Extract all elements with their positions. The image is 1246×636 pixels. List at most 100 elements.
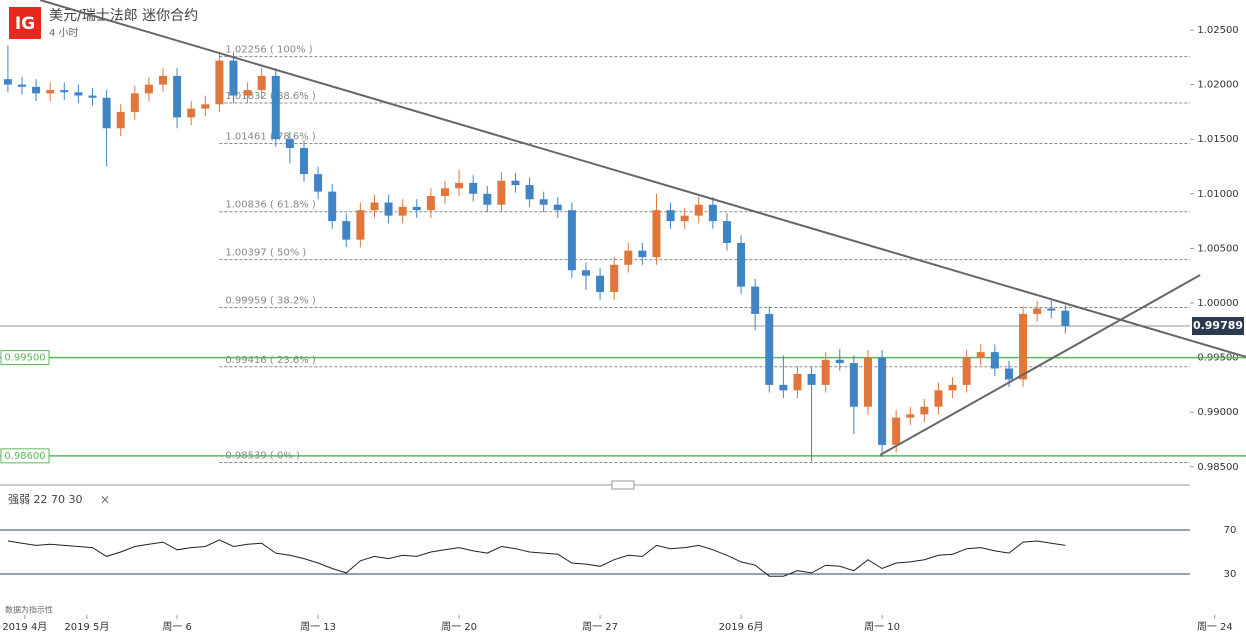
fib-label: 1.01832 ( 88.6% )	[225, 91, 316, 102]
candle-body	[102, 97, 111, 129]
panel-handle[interactable]	[611, 480, 635, 490]
candle-body	[215, 60, 224, 105]
candle-body	[793, 373, 802, 391]
candle-body	[511, 180, 520, 186]
level-box	[0, 448, 50, 464]
candle-body	[130, 93, 139, 112]
candle-body	[229, 60, 238, 96]
candle-body	[483, 193, 492, 205]
x-tick-label: 2019 4月	[2, 621, 47, 633]
candle-body	[652, 210, 661, 258]
candle-body	[342, 221, 351, 240]
fib-label: 0.99959 ( 38.2% )	[225, 295, 316, 306]
candle-body	[469, 182, 478, 194]
x-tick-label: 周一 13	[300, 621, 336, 633]
candle-body	[1047, 308, 1056, 311]
x-tick-label: 周一 6	[162, 621, 192, 633]
candle-body	[765, 313, 774, 385]
candle-body	[144, 84, 153, 94]
candle-body	[849, 363, 858, 407]
logo: IG	[15, 14, 35, 34]
candle-body	[990, 352, 999, 369]
candle-body	[624, 250, 633, 265]
candle-body	[187, 108, 196, 118]
candle-body	[553, 204, 562, 211]
candle-body	[863, 357, 872, 407]
candle-body	[638, 250, 647, 258]
x-tick-label: 2019 5月	[64, 621, 109, 633]
y-tick-label: 0.99000	[1197, 407, 1238, 418]
y-tick-label: 1.02000	[1197, 80, 1238, 91]
x-tick-label: 周一 20	[441, 621, 477, 633]
candle-body	[976, 352, 985, 358]
x-tick-label: 周一 10	[864, 621, 900, 633]
candle-body	[666, 210, 675, 222]
candle-body	[610, 264, 619, 293]
candle-body	[243, 90, 252, 96]
candle-body	[455, 182, 464, 189]
candle-body	[878, 357, 887, 445]
candle-body	[257, 75, 266, 91]
rsi-close[interactable]: ×	[100, 493, 110, 507]
candle-body	[328, 191, 337, 222]
candle-body	[285, 139, 294, 148]
candle-body	[497, 180, 506, 205]
y-tick-label: 1.01500	[1197, 134, 1238, 145]
candle-body	[821, 359, 830, 385]
candle-body	[539, 199, 548, 205]
x-tick-label: 2019 6月	[719, 621, 764, 633]
candle-body	[737, 242, 746, 287]
candle-body	[158, 75, 167, 85]
y-tick-label: 0.98500	[1197, 462, 1238, 473]
last-price-label: 0.99789	[1193, 319, 1243, 332]
candle-body	[567, 210, 576, 271]
title: 美元/瑞士法郎 迷你合约	[49, 8, 198, 24]
candle-body	[596, 275, 605, 293]
candle-body	[88, 95, 97, 98]
candle-body	[32, 86, 41, 94]
candle-body	[74, 92, 83, 96]
y-tick-label: 1.01000	[1197, 189, 1238, 200]
candle-body	[1019, 313, 1028, 380]
fib-label: 1.00397 ( 50% )	[225, 248, 306, 259]
rsi-tick-label: 70	[1224, 525, 1237, 536]
candle-body	[314, 174, 323, 192]
candle-body	[1004, 368, 1013, 380]
rsi-label: 强弱 22 70 30	[8, 493, 82, 506]
y-tick-label: 1.02500	[1197, 25, 1238, 36]
x-tick-label: 周一 27	[582, 621, 618, 633]
candle-body	[835, 359, 844, 364]
candle-body	[906, 414, 915, 418]
level-label: 0.98600	[4, 451, 45, 462]
level-label: 0.99500	[4, 353, 45, 364]
candle-body	[398, 206, 407, 216]
candle-body	[525, 185, 534, 200]
level-box	[0, 350, 50, 366]
trendline	[39, 0, 1246, 358]
candle-body	[426, 195, 435, 211]
candle-body	[440, 188, 449, 196]
candle-body	[1061, 310, 1070, 326]
candle-body	[581, 270, 590, 276]
candle-body	[370, 202, 379, 211]
trendline	[879, 274, 1201, 456]
candle-body	[751, 286, 760, 314]
footer-note: 数据为指示性	[5, 605, 53, 615]
candle-body	[116, 111, 125, 129]
candle-body	[412, 206, 421, 211]
candle-body	[356, 210, 365, 240]
y-tick-label: 1.00000	[1197, 298, 1238, 309]
candle-body	[173, 75, 182, 118]
candle-body	[779, 384, 788, 391]
x-tick-label: 周一 24	[1197, 621, 1233, 633]
candle-body	[299, 147, 308, 175]
candle-body	[680, 215, 689, 222]
logo-box	[9, 7, 41, 39]
candle-body	[708, 204, 717, 222]
fib-label: 1.00836 ( 61.8% )	[225, 200, 316, 211]
candle-body	[1033, 308, 1042, 314]
fib-label: 1.02256 ( 100% )	[225, 45, 312, 56]
candle-body	[46, 90, 55, 94]
candle-body	[948, 384, 957, 391]
